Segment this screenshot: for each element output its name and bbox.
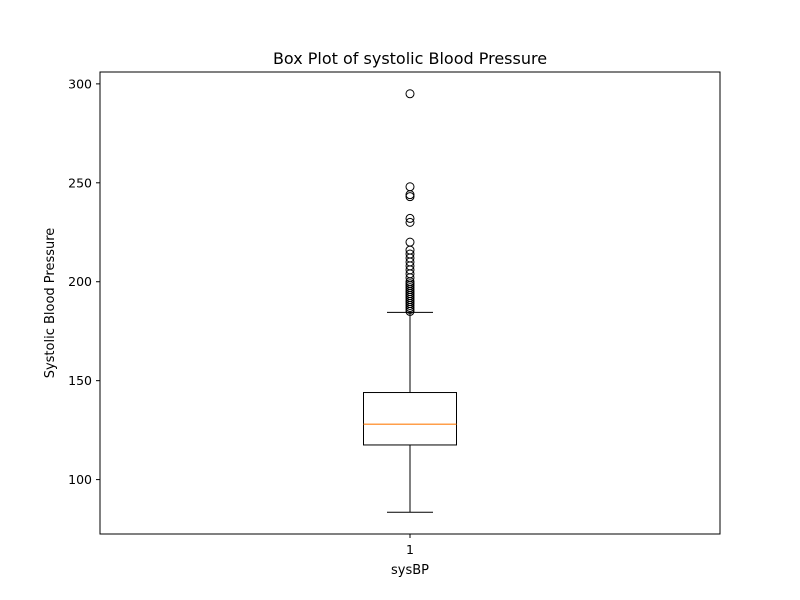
axes-frame — [99, 71, 721, 535]
y-axis-label: Systolic Blood Pressure — [43, 228, 58, 379]
outlier-point — [405, 213, 415, 223]
outlier-point — [405, 237, 415, 247]
y-tick-label: 150 — [68, 373, 92, 388]
chart-title: Box Plot of systolic Blood Pressure — [273, 49, 547, 68]
x-axis-label: sysBP — [391, 563, 429, 578]
outlier-point — [405, 217, 415, 227]
y-tick-label: 250 — [68, 175, 92, 190]
outlier-point — [405, 89, 415, 99]
y-tick-label: 200 — [68, 274, 92, 289]
y-tick-label: 100 — [68, 472, 92, 487]
iqr-box — [363, 392, 457, 446]
plot-layer: 100 150 200 250 300 1 — [68, 76, 457, 557]
x-tick-label: 1 — [406, 542, 414, 557]
y-tick-label: 300 — [68, 76, 92, 91]
outlier-point — [405, 182, 415, 192]
outlier-point — [405, 249, 415, 259]
